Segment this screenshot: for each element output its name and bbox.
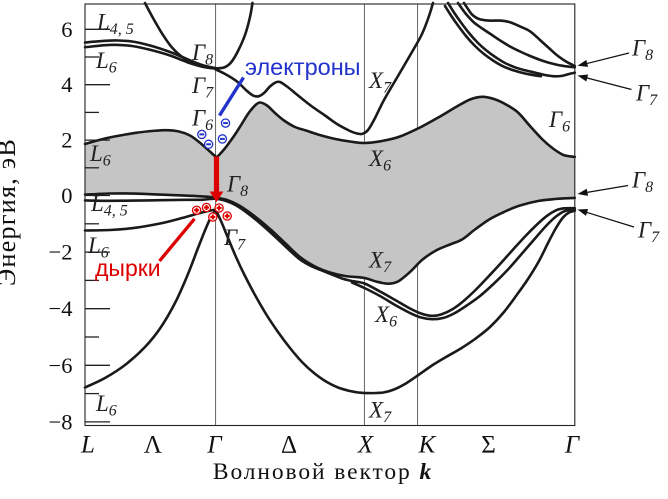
svg-text:2: 2 <box>61 128 72 153</box>
svg-text:4: 4 <box>61 72 72 97</box>
svg-text:K: K <box>418 432 437 459</box>
svg-text:L: L <box>80 432 95 459</box>
svg-text:−2: −2 <box>49 240 73 265</box>
svg-text:X: X <box>357 432 375 459</box>
svg-text:0: 0 <box>61 183 72 208</box>
svg-text:−6: −6 <box>49 353 73 378</box>
svg-text:Γ: Γ <box>206 432 223 459</box>
svg-text:6: 6 <box>61 17 72 42</box>
svg-text:Σ: Σ <box>481 432 496 459</box>
svg-text:−4: −4 <box>49 296 73 321</box>
svg-text:Энергия, эВ: Энергия, эВ <box>0 138 21 286</box>
svg-text:дырки: дырки <box>95 255 161 281</box>
svg-text:Λ: Λ <box>144 432 162 459</box>
svg-text:−8: −8 <box>49 409 73 434</box>
svg-text:электроны: электроны <box>245 54 361 80</box>
svg-text:Γ: Γ <box>564 432 581 459</box>
svg-text:Δ: Δ <box>281 432 297 459</box>
svg-text:Волновой вектор k: Волновой вектор k <box>213 459 433 485</box>
